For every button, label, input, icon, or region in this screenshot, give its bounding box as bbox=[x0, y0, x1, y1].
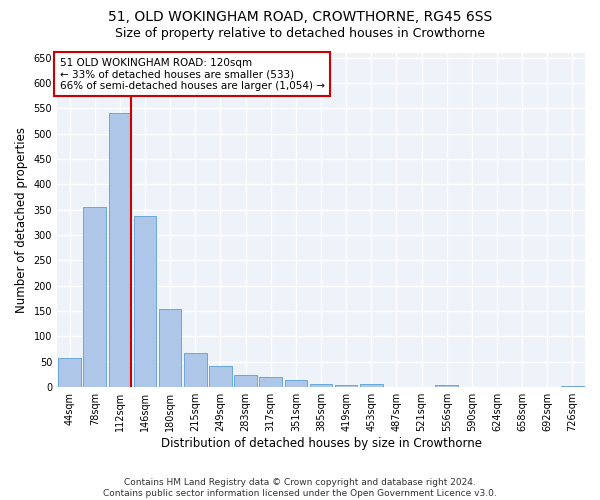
Bar bbox=[109, 114, 131, 387]
Bar bbox=[83, 207, 106, 387]
Bar bbox=[436, 385, 458, 387]
Bar bbox=[284, 380, 307, 387]
Text: Contains HM Land Registry data © Crown copyright and database right 2024.
Contai: Contains HM Land Registry data © Crown c… bbox=[103, 478, 497, 498]
Text: 51 OLD WOKINGHAM ROAD: 120sqm
← 33% of detached houses are smaller (533)
66% of : 51 OLD WOKINGHAM ROAD: 120sqm ← 33% of d… bbox=[59, 58, 325, 90]
Bar bbox=[259, 377, 282, 387]
Bar bbox=[335, 385, 358, 387]
Bar bbox=[184, 353, 206, 387]
Bar bbox=[58, 358, 81, 387]
Text: Size of property relative to detached houses in Crowthorne: Size of property relative to detached ho… bbox=[115, 28, 485, 40]
Bar bbox=[159, 308, 181, 387]
Bar bbox=[561, 386, 584, 387]
Bar bbox=[209, 366, 232, 387]
Y-axis label: Number of detached properties: Number of detached properties bbox=[15, 127, 28, 313]
Text: 51, OLD WOKINGHAM ROAD, CROWTHORNE, RG45 6SS: 51, OLD WOKINGHAM ROAD, CROWTHORNE, RG45… bbox=[108, 10, 492, 24]
Bar bbox=[134, 216, 157, 387]
Bar bbox=[234, 374, 257, 387]
Bar bbox=[310, 384, 332, 387]
Bar bbox=[360, 384, 383, 387]
X-axis label: Distribution of detached houses by size in Crowthorne: Distribution of detached houses by size … bbox=[161, 437, 482, 450]
